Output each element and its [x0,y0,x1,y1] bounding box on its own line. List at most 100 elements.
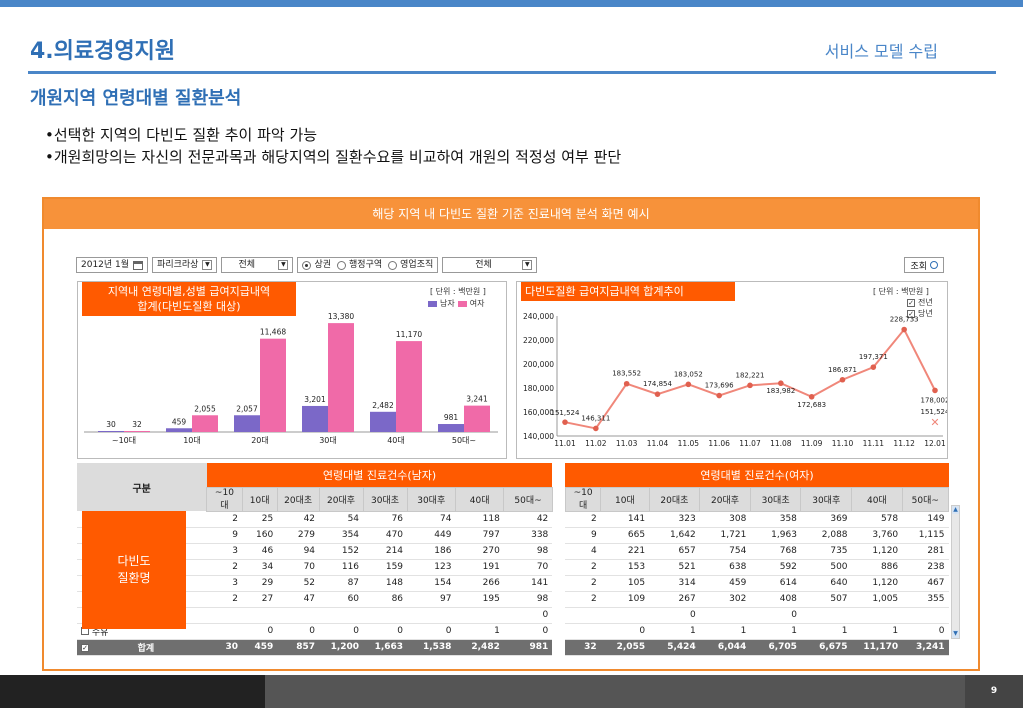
cell-value: 768 [750,543,801,560]
table-row[interactable]: 3 46 94 152 214 186 270 98 4 221 657 754 768 735 1,120… [77,543,949,560]
cell-value [565,623,601,640]
chevron-down-icon[interactable]: ▼ [278,260,289,270]
area-type-radio-group: 상권 행정구역 영업조직 [297,257,439,273]
line-point [778,380,784,387]
table-row[interactable]: 0 0 0 [77,607,949,624]
cell-value: 266 [455,575,504,592]
checkbox-checked-icon[interactable]: ✓ [907,298,915,307]
cell-value: 1,115 [902,527,949,544]
cell-value: 221 [600,543,650,560]
visit-count-table: 구분 연령대별 진료건수(남자) 연령대별 진료건수(여자) ~10대 10대 20대초 2… [77,463,960,656]
line-point-label: 183,052 [674,370,703,378]
cell-value [851,607,903,624]
table-row[interactable]: 2 25 42 54 76 74 118 42 2 141 323 308 358 369 578 149 [77,511,949,528]
table-row[interactable]: 3 29 52 87 148 154 266 141 2 105 314 459 614 640 1,120… [77,575,949,592]
filter-toolbar: 2012년 1월 파리크라상 ▼ 전체 ▼ 상권 행정구역 영업조직 전체 ▼ [76,257,538,273]
column-header: ~10대 [564,486,602,512]
cell-value: 42 [503,511,553,528]
gap-cell [552,575,566,591]
group-header-row: 구분 연령대별 진료건수(남자) 연령대별 진료건수(여자) [77,463,949,511]
cell-value: 578 [851,511,903,528]
cell-value: 308 [699,511,751,528]
radio-label: 상권 [314,260,332,270]
x-tick-label: 10대 [183,436,201,445]
bar-chart-plot: 30 32 ~10대 459 2,055 10대 2,057 11,468 20대 3,201 13… [84,312,498,445]
radio-option-sales[interactable]: 영업조직 [388,258,433,272]
x-tick-label: 11.10 [832,439,854,448]
scroll-up-icon[interactable]: ▲ [952,506,959,514]
region-value: 파리크라상 [157,260,199,270]
line-point-label: 178,002 [921,396,947,404]
table-row[interactable]: 9 160 279 354 470 449 797 338 9 665 1,642 1,721 1,96… [77,527,949,544]
bar-female [464,405,490,432]
filter1-select[interactable]: 전체 ▼ [221,257,294,273]
bar-label-female: 3,241 [466,395,488,404]
bar-label-female: 32 [132,420,142,429]
cell-value: 60 [319,591,364,608]
cell-value: 2,088 [800,527,852,544]
cell-value [699,607,751,624]
radio-option-admin[interactable]: 행정구역 [337,258,382,272]
cell-value: 3,760 [851,527,903,544]
region-select[interactable]: 파리크라상 ▼ [152,257,218,273]
radio-dot[interactable] [302,260,312,270]
table-row[interactable]: 수유 0 0 0 0 0 1 0 0 1 1 1 1 1 0 [77,623,949,640]
cell-value [363,607,408,624]
chevron-down-icon[interactable]: ▼ [522,260,533,270]
bar-label-male: 981 [444,413,459,422]
radio-option-market[interactable]: 상권 [302,258,331,272]
cell-value: 0 [363,623,408,640]
cell-value: 25 [242,511,278,528]
bar-chart-title-line: 지역내 연령대별,성별 급여지급내역 [107,285,271,298]
line-point [808,393,815,400]
cell-value: 640 [800,575,852,592]
filter2-select[interactable]: 전체 ▼ [442,257,538,273]
cell-value: 0 [503,623,553,640]
cell-value: 0 [503,607,553,624]
legend-curr-year[interactable]: ✓ 당년 [907,308,933,319]
table-row[interactable]: 2 27 47 60 86 97 195 98 2 109 267 302 408 507 1,005 355 [77,591,949,608]
column-header: 30대초 [749,486,802,512]
filter1-value: 전체 [238,260,256,270]
scroll-down-icon[interactable]: ▼ [952,630,959,638]
total-value: 5,424 [649,639,700,656]
legend-prev-year[interactable]: ✓ 전년 [907,297,933,308]
cell-value: 1,005 [851,591,903,608]
total-value: 11,170 [851,639,903,656]
bar-male [234,415,260,432]
column-header: 40대 [851,486,903,512]
total-checkbox[interactable]: ✓ [81,643,89,652]
bar-female [124,431,150,432]
radio-dot[interactable] [388,260,398,270]
table-row[interactable]: 2 34 70 116 159 123 191 70 2 153 521 638 592 500 886 23… [77,559,949,576]
line-point-label: 172,683 [797,401,826,409]
disease-label: 질환명 [117,571,151,585]
calendar-icon[interactable] [133,260,144,270]
cell-value: 9 [206,527,243,544]
cell-value: 2 [565,511,601,528]
bar-male [438,424,464,432]
cell-value: 191 [455,559,504,576]
line-point [901,326,907,333]
cell-value: 159 [363,559,408,576]
checkbox-checked-icon[interactable]: ✓ [907,309,915,318]
cell-value: 500 [800,559,852,576]
bar-chart-legend: 남자 여자 [428,298,484,309]
cell-value: 0 [649,607,700,624]
total-label: ✓ 합계 [77,639,207,656]
line-point-label: 173,696 [705,382,734,390]
table-scrollbar[interactable]: ▲ ▼ [951,505,960,639]
month-picker[interactable]: 2012년 1월 [76,257,149,273]
cell-value: 9 [565,527,601,544]
radio-dot[interactable] [337,260,347,270]
cell-value: 1,120 [851,575,903,592]
cell-value: 270 [455,543,504,560]
x-tick-label: 30대 [319,436,337,445]
chevron-down-icon[interactable]: ▼ [202,260,213,270]
page-heading: 개원지역 연령대별 질환분석 [30,88,242,109]
total-value: 6,675 [800,639,852,656]
cell-value: 98 [503,591,553,608]
search-button[interactable]: 조회 [904,257,944,273]
cell-value [277,607,320,624]
filter2-value: 전체 [475,260,492,270]
